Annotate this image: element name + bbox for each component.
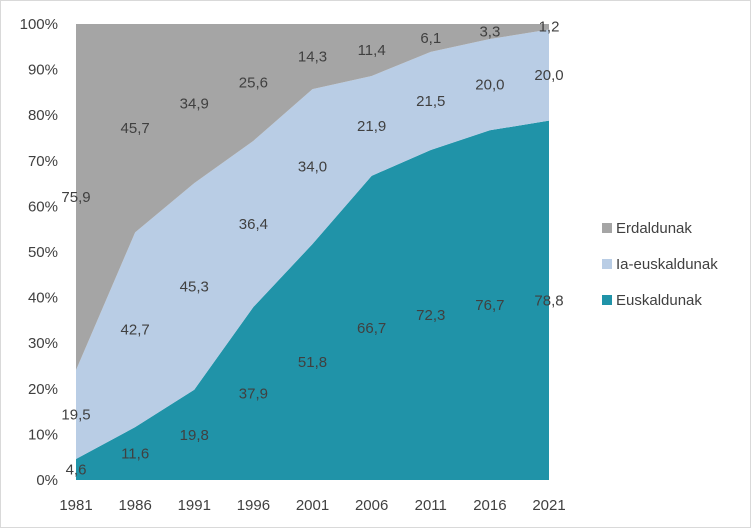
data-label-ia-euskaldunak: 21,9 [357, 118, 386, 135]
x-tick-label: 1996 [237, 497, 270, 514]
data-label-euskaldunak: 66,7 [357, 320, 386, 337]
data-labels: 4,6 11,6 19,8 37,9 51,8 66,7 72,3 76,7 78,8 19,5 4… [61, 19, 563, 479]
data-label-erdaldunak: 34,9 [180, 96, 209, 113]
data-label-ia-euskaldunak: 34,0 [298, 159, 327, 176]
data-label-erdaldunak: 6,1 [420, 30, 441, 47]
data-label-euskaldunak: 78,8 [534, 292, 563, 309]
x-tick-label: 2016 [473, 497, 506, 514]
data-label-erdaldunak: 3,3 [479, 24, 500, 41]
data-label-ia-euskaldunak: 36,4 [239, 216, 268, 233]
y-tick-label: 80% [28, 107, 58, 124]
data-label-erdaldunak: 75,9 [61, 189, 90, 206]
area-layer [76, 24, 549, 481]
legend-label-erdaldunak: Erdaldunak [616, 220, 692, 237]
legend-swatch-euskaldunak [602, 295, 612, 305]
x-tick-label: 2021 [532, 497, 565, 514]
area-ia-euskaldunak [76, 29, 549, 460]
data-label-ia-euskaldunak: 20,0 [534, 67, 563, 84]
y-tick-label: 50% [28, 244, 58, 261]
y-tick-label: 10% [28, 426, 58, 443]
legend-label-euskaldunak: Euskaldunak [616, 292, 702, 309]
data-label-ia-euskaldunak: 45,3 [180, 278, 209, 295]
y-tick-label: 30% [28, 335, 58, 352]
y-tick-label: 20% [28, 381, 58, 398]
data-label-euskaldunak: 72,3 [416, 307, 445, 324]
y-tick-label: 40% [28, 290, 58, 307]
data-label-euskaldunak: 11,6 [121, 446, 149, 463]
data-label-ia-euskaldunak: 42,7 [121, 322, 150, 339]
data-label-erdaldunak: 25,6 [239, 74, 268, 91]
x-tick-label: 2001 [296, 497, 329, 514]
y-tick-label: 60% [28, 198, 58, 215]
y-tick-label: 100% [20, 16, 58, 33]
x-axis: 1981 1986 1991 1996 2001 2006 2011 2016 2021 [59, 497, 565, 514]
x-tick-label: 1981 [59, 497, 92, 514]
data-label-ia-euskaldunak: 20,0 [475, 77, 504, 94]
y-axis: 0% 10% 20% 30% 40% 50% 60% 70% 80% 90% 100% [20, 16, 58, 489]
data-label-euskaldunak: 19,8 [180, 427, 209, 444]
data-label-euskaldunak: 76,7 [475, 297, 504, 314]
data-label-erdaldunak: 45,7 [121, 120, 150, 137]
data-label-ia-euskaldunak: 21,5 [416, 93, 445, 110]
legend: Erdaldunak Ia-euskaldunak Euskaldunak [602, 220, 718, 309]
data-label-euskaldunak: 4,6 [66, 462, 87, 479]
data-label-erdaldunak: 11,4 [358, 42, 386, 59]
area-erdaldunak [76, 24, 549, 371]
legend-label-ia-euskaldunak: Ia-euskaldunak [616, 256, 718, 273]
data-label-euskaldunak: 37,9 [239, 386, 268, 403]
data-label-ia-euskaldunak: 19,5 [61, 407, 90, 424]
x-tick-label: 2011 [415, 497, 447, 514]
x-tick-label: 2006 [355, 497, 388, 514]
x-tick-label: 1991 [178, 497, 211, 514]
y-tick-label: 0% [36, 472, 58, 489]
area-euskaldunak [76, 120, 549, 481]
x-tick-label: 1986 [118, 497, 151, 514]
legend-swatch-ia-euskaldunak [602, 259, 612, 269]
data-label-erdaldunak: 1,2 [539, 19, 560, 36]
data-label-euskaldunak: 51,8 [298, 354, 327, 371]
y-tick-label: 70% [28, 153, 58, 170]
y-tick-label: 90% [28, 62, 58, 79]
legend-swatch-erdaldunak [602, 223, 612, 233]
data-label-erdaldunak: 14,3 [298, 49, 327, 66]
